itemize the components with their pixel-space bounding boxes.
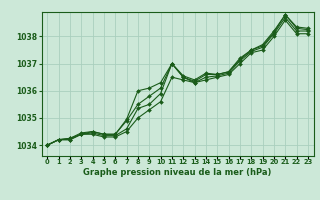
X-axis label: Graphe pression niveau de la mer (hPa): Graphe pression niveau de la mer (hPa)	[84, 168, 272, 177]
